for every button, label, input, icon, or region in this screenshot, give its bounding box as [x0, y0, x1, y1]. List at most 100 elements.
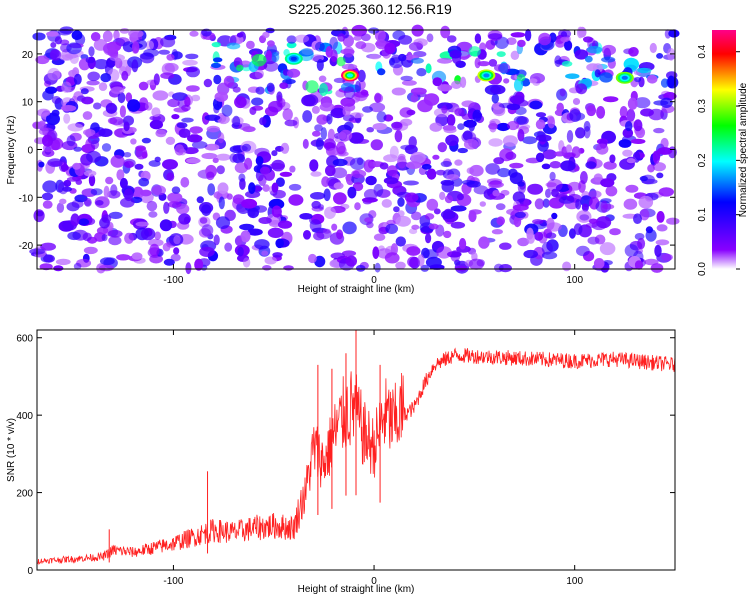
spectrogram-cell	[287, 68, 301, 78]
spectrogram-cell	[318, 83, 329, 96]
spectrogram-cell	[517, 129, 525, 142]
spectrogram-cell	[105, 102, 117, 114]
spectrogram-cell	[422, 249, 439, 259]
spectrogram-cell	[426, 168, 437, 180]
spectrogram-cell	[93, 102, 102, 110]
spectrogram-cell	[542, 198, 550, 208]
spectrogram-cell	[211, 42, 221, 48]
spectrogram-cell	[425, 233, 432, 244]
spectrogram-cell	[211, 62, 221, 69]
spectrogram-cell	[468, 258, 484, 270]
spectrogram-cell	[565, 73, 580, 79]
spectrogram-cell	[240, 230, 251, 243]
spectrogram-cell	[146, 200, 158, 212]
spectrogram-cell	[488, 59, 498, 67]
spectrogram-cell	[601, 44, 617, 56]
spectrogram-cell	[363, 159, 374, 173]
spectrogram-cell	[463, 138, 479, 150]
spectrogram-cell	[584, 55, 593, 63]
spectrogram-cell	[125, 92, 133, 103]
spectrogram-cell	[461, 100, 475, 108]
spectrogram-cell	[356, 157, 364, 166]
spectrogram-cell	[138, 177, 150, 187]
spectrogram-cell	[333, 192, 347, 205]
spectrogram-cell	[546, 222, 562, 232]
spectrogram-cell	[440, 25, 451, 39]
spectrogram-cell	[148, 211, 158, 218]
spectrogram-cell	[204, 114, 221, 121]
spectrogram-cell	[271, 150, 278, 157]
spectrogram-cell	[271, 205, 282, 218]
spectrogram-cell	[566, 130, 574, 143]
spectrogram-cell	[51, 109, 60, 117]
snr-y-ticks: 0 200 400 600	[16, 334, 675, 577]
spectrogram-cell	[485, 163, 500, 175]
spectrogram-cell	[468, 210, 477, 223]
spectrogram-cell	[213, 57, 223, 63]
spectrogram-cell	[329, 36, 339, 50]
spectrogram-cell	[588, 190, 602, 199]
spectrogram-cell	[395, 236, 406, 247]
spectrogram-cell	[178, 213, 191, 225]
spectrogram-cell	[313, 231, 325, 241]
spectrogram-cell	[551, 212, 558, 220]
spectrogram-cell	[73, 146, 82, 152]
spectrogram-cell	[226, 42, 241, 50]
spectrogram-cell	[512, 191, 526, 203]
spectrogram-cell	[110, 86, 125, 94]
spectrogram-cell	[176, 122, 188, 129]
spectrogram-cell	[594, 69, 601, 78]
spectrogram-cell	[116, 254, 131, 261]
spectrogram-cell	[634, 260, 644, 270]
spectrogram-cell	[51, 139, 61, 151]
spectrogram-cell	[344, 121, 354, 131]
spectrogram-cell	[397, 153, 406, 161]
spectrogram-cell	[141, 137, 151, 144]
spectrogram-cell	[45, 86, 58, 94]
spectrogram-cell	[400, 118, 413, 127]
spectrogram-cell	[309, 219, 322, 232]
spectrogram-cell	[623, 198, 638, 210]
spectrogram-cell	[185, 53, 199, 60]
spectrogram-cell	[391, 121, 403, 131]
spectrogram-cell	[575, 198, 582, 210]
spectrogram-cell	[401, 80, 417, 86]
spectrogram-cell	[236, 64, 244, 72]
spectrogram-cell	[406, 109, 416, 116]
spectrogram-cell	[343, 86, 356, 100]
spectrogram-cell	[437, 84, 453, 92]
spectrogram-cell	[391, 87, 406, 96]
spectrogram-cell	[85, 56, 96, 64]
spectrogram-cell	[505, 151, 517, 160]
spectrogram-cell	[152, 90, 169, 101]
spectrogram-cell	[288, 183, 302, 191]
colorbar-tick-label: 0.0	[697, 262, 708, 276]
spectrogram-cell	[101, 143, 112, 152]
spectrogram-cell	[353, 35, 362, 41]
spectrogram-cell	[318, 75, 327, 83]
spectrogram-y-tick-label: -20	[19, 241, 34, 252]
spectrogram-cell	[132, 41, 140, 54]
spectrogram-cell	[436, 246, 452, 259]
spectrogram-cell	[592, 63, 604, 73]
spectrogram-cell	[593, 258, 605, 269]
spectrogram-cell	[494, 263, 504, 273]
spectrogram-cell	[123, 160, 134, 169]
spectrogram-cell	[333, 182, 344, 190]
spectrogram-cell	[119, 177, 128, 189]
snr-frame	[36, 329, 676, 571]
spectrogram-cell	[410, 57, 424, 64]
spectrogram-cell	[656, 53, 664, 59]
spectrogram-cell	[247, 207, 259, 219]
snr-y-tick-label: 200	[16, 489, 33, 500]
spectrogram-cell	[80, 54, 89, 60]
spectrogram-cell	[50, 42, 57, 48]
spectrogram-cell	[397, 197, 405, 207]
spectrogram-cell	[303, 230, 311, 240]
spectrogram-cell	[238, 173, 246, 182]
spectrogram-cell	[420, 264, 430, 272]
spectrogram-cell	[400, 75, 413, 81]
spectrogram-cell	[534, 198, 545, 210]
spectrogram-cell	[559, 88, 566, 97]
spectrogram-cell	[656, 224, 668, 232]
